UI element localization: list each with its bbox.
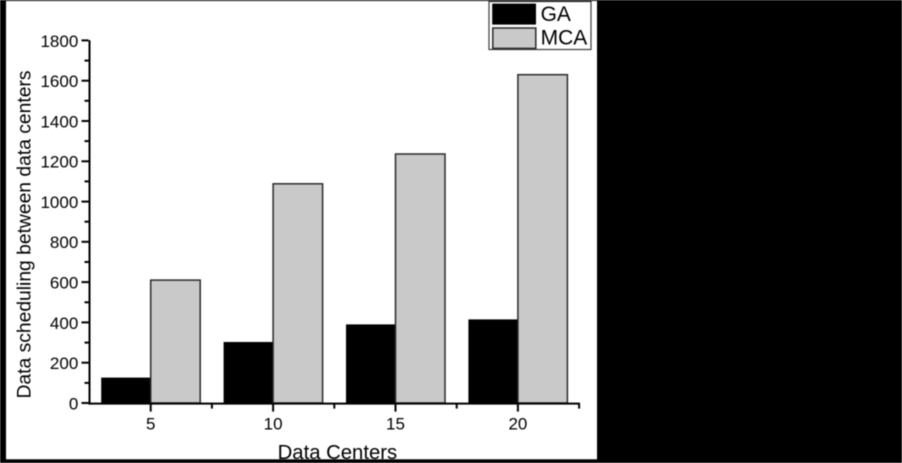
svg-text:1600: 1600 [40, 72, 78, 91]
svg-text:800: 800 [50, 233, 78, 252]
svg-text:1400: 1400 [40, 112, 78, 131]
svg-text:0: 0 [69, 394, 78, 413]
svg-text:5: 5 [146, 415, 155, 434]
svg-text:1800: 1800 [40, 32, 78, 51]
svg-text:MCA: MCA [541, 26, 588, 49]
svg-text:Data Centers: Data Centers [278, 442, 398, 463]
svg-text:1200: 1200 [40, 153, 78, 172]
svg-text:600: 600 [50, 274, 78, 293]
svg-text:1000: 1000 [40, 193, 78, 212]
svg-text:Data scheduling between data c: Data scheduling between data centers [15, 71, 36, 399]
svg-text:200: 200 [50, 354, 78, 373]
svg-text:10: 10 [264, 415, 283, 434]
svg-text:400: 400 [50, 314, 78, 333]
svg-text:GA: GA [541, 3, 571, 26]
svg-text:20: 20 [508, 415, 527, 434]
svg-text:15: 15 [386, 415, 405, 434]
